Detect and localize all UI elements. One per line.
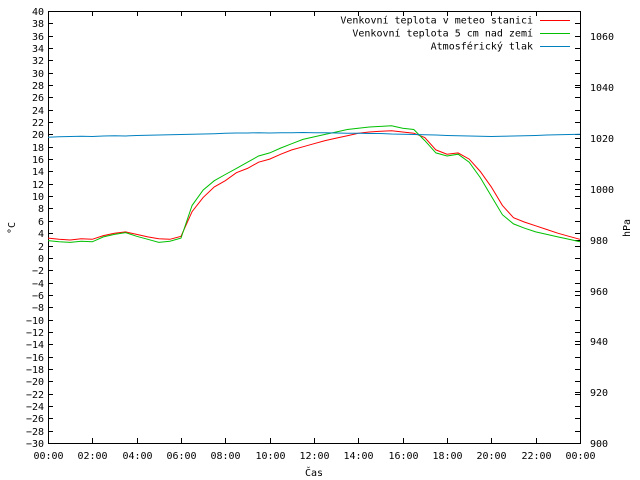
y-left-tick-label: 14: [32, 167, 44, 178]
legend: Venkovní teplota v meteo staniciVenkovní…: [340, 15, 570, 53]
y-left-tick-label: −2: [32, 266, 44, 277]
y-left-tick-label: −14: [26, 340, 44, 351]
series-line-2: [47, 125, 581, 243]
y-right-tick-label: 980: [590, 236, 608, 247]
y-left-tick-label: 38: [32, 19, 44, 30]
y-left-tick-label: 2: [38, 242, 44, 253]
y-left-tick-label: −10: [26, 316, 44, 327]
y-left-tick-label: −12: [26, 328, 44, 339]
x-tick-label: 02:00: [77, 451, 107, 462]
y-right-tick-label: 960: [590, 287, 608, 298]
y-left-tick-label: 34: [32, 44, 44, 55]
right-axis: 900 920 940 960 980 1000 1020 1040 1060: [575, 32, 614, 450]
y-left-tick-label: 6: [38, 217, 44, 228]
x-tick-label: 14:00: [343, 451, 373, 462]
series-line-1: [47, 130, 581, 241]
y-axis-right-label: hPa: [622, 219, 633, 237]
y-right-tick-label: 1040: [590, 83, 614, 94]
y-left-tick-label: 12: [32, 180, 44, 191]
y-left-tick-label: −22: [26, 390, 44, 401]
y-axis-left-label: °C: [7, 222, 18, 234]
x-tick-label: 04:00: [122, 451, 152, 462]
y-left-tick-label: 40: [32, 7, 44, 18]
y-left-tick-label: −8: [32, 303, 44, 314]
y-right-tick-label: 920: [590, 388, 608, 399]
y-left-tick-label: −28: [26, 427, 44, 438]
x-axis: 00:00 02:00 04:00 06:00 08:00 10:00 12:00 14:00…: [33, 11, 596, 462]
y-left-tick-label: −18: [26, 365, 44, 376]
x-axis-label: Čas: [305, 466, 323, 479]
legend-label-1: Venkovní teplota v meteo stanici: [340, 15, 533, 27]
plot-frame: [48, 11, 581, 444]
y-left-tick-label: 10: [32, 192, 44, 203]
y-left-tick-label: −24: [26, 402, 44, 413]
y-left-tick-label: −16: [26, 353, 44, 364]
x-tick-label: 00:00: [33, 451, 63, 462]
y-left-tick-label: 24: [32, 106, 44, 117]
x-tick-label: 06:00: [166, 451, 196, 462]
y-left-tick-label: 16: [32, 155, 44, 166]
y-left-tick-label: 18: [32, 143, 44, 154]
y-left-tick-label: 30: [32, 69, 44, 80]
legend-label-3: Atmosférický tlak: [431, 41, 533, 53]
y-right-tick-label: 1020: [590, 134, 614, 145]
y-left-tick-label: 28: [32, 81, 44, 92]
y-left-tick-label: −30: [26, 439, 44, 450]
y-left-tick-label: 8: [38, 204, 44, 215]
y-left-tick-label: 20: [32, 130, 44, 141]
y-left-tick-label: 32: [32, 56, 44, 67]
y-left-tick-label: −20: [26, 377, 44, 388]
y-left-tick-label: 22: [32, 118, 44, 129]
x-tick-label: 22:00: [521, 451, 551, 462]
y-right-tick-label: 900: [590, 439, 608, 450]
y-left-tick-label: −6: [32, 291, 44, 302]
series-line-3: [47, 131, 581, 138]
x-tick-label: 18:00: [432, 451, 462, 462]
x-tick-label: 00:00: [565, 451, 595, 462]
x-tick-label: 08:00: [210, 451, 240, 462]
y-left-tick-label: −26: [26, 414, 44, 425]
x-tick-label: 10:00: [255, 451, 285, 462]
y-left-tick-label: −4: [32, 279, 44, 290]
y-left-tick-label: 36: [32, 32, 44, 43]
legend-label-2: Venkovní teplota 5 cm nad zemí: [352, 28, 533, 40]
y-left-tick-label: 26: [32, 93, 44, 104]
y-right-tick-label: 940: [590, 337, 608, 348]
x-tick-label: 12:00: [299, 451, 329, 462]
y-right-tick-label: 1060: [590, 32, 614, 43]
x-tick-label: 16:00: [388, 451, 418, 462]
y-left-tick-label: 4: [38, 229, 44, 240]
y-right-tick-label: 1000: [590, 185, 614, 196]
x-tick-label: 20:00: [476, 451, 506, 462]
series-lines: [47, 125, 581, 243]
left-axis: −30−28−26−24−22−20−18−16−14−12−10−8−6−4−…: [26, 7, 580, 450]
y-left-tick-label: 0: [38, 254, 44, 265]
